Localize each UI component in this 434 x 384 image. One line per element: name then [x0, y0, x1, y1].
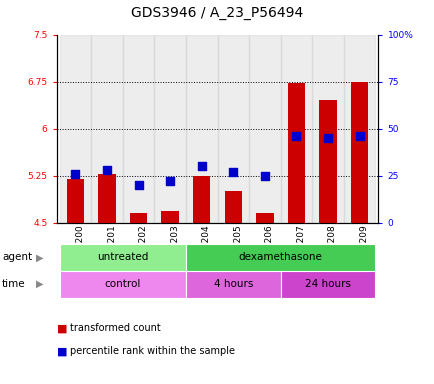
- Text: ■: ■: [56, 323, 67, 333]
- Text: GDS3946 / A_23_P56494: GDS3946 / A_23_P56494: [131, 7, 303, 20]
- Bar: [59, 35, 91, 223]
- Text: 24 hours: 24 hours: [304, 279, 350, 289]
- Bar: [98, 174, 115, 223]
- Bar: [280, 35, 312, 223]
- Bar: [91, 35, 122, 223]
- Bar: [185, 35, 217, 223]
- Bar: [67, 179, 84, 223]
- Text: agent: agent: [2, 252, 32, 262]
- Bar: [130, 214, 147, 223]
- Point: [229, 169, 236, 175]
- Bar: [224, 191, 241, 223]
- Point: [166, 178, 173, 184]
- Bar: [185, 244, 375, 271]
- Bar: [249, 35, 280, 223]
- Point: [355, 133, 362, 139]
- Bar: [319, 101, 336, 223]
- Bar: [287, 83, 304, 223]
- Bar: [161, 212, 178, 223]
- Point: [261, 173, 268, 179]
- Point: [292, 133, 299, 139]
- Point: [72, 171, 79, 177]
- Text: control: control: [105, 279, 141, 289]
- Point: [324, 135, 331, 141]
- Text: transformed count: transformed count: [69, 323, 160, 333]
- Bar: [280, 271, 375, 298]
- Text: ▶: ▶: [36, 252, 43, 262]
- Bar: [122, 35, 154, 223]
- Bar: [312, 35, 343, 223]
- Bar: [217, 35, 249, 223]
- Text: ▶: ▶: [36, 279, 43, 289]
- Text: untreated: untreated: [97, 252, 148, 262]
- Text: percentile rank within the sample: percentile rank within the sample: [69, 346, 234, 356]
- Bar: [154, 35, 185, 223]
- Point: [198, 163, 205, 169]
- Point: [135, 182, 142, 188]
- Bar: [343, 35, 375, 223]
- Bar: [350, 82, 367, 223]
- Bar: [185, 271, 280, 298]
- Text: dexamethasone: dexamethasone: [238, 252, 322, 262]
- Text: ■: ■: [56, 346, 67, 356]
- Text: 4 hours: 4 hours: [213, 279, 253, 289]
- Bar: [193, 176, 210, 223]
- Point: [103, 167, 110, 173]
- Bar: [59, 244, 185, 271]
- Text: time: time: [2, 279, 26, 289]
- Bar: [256, 214, 273, 223]
- Bar: [59, 271, 185, 298]
